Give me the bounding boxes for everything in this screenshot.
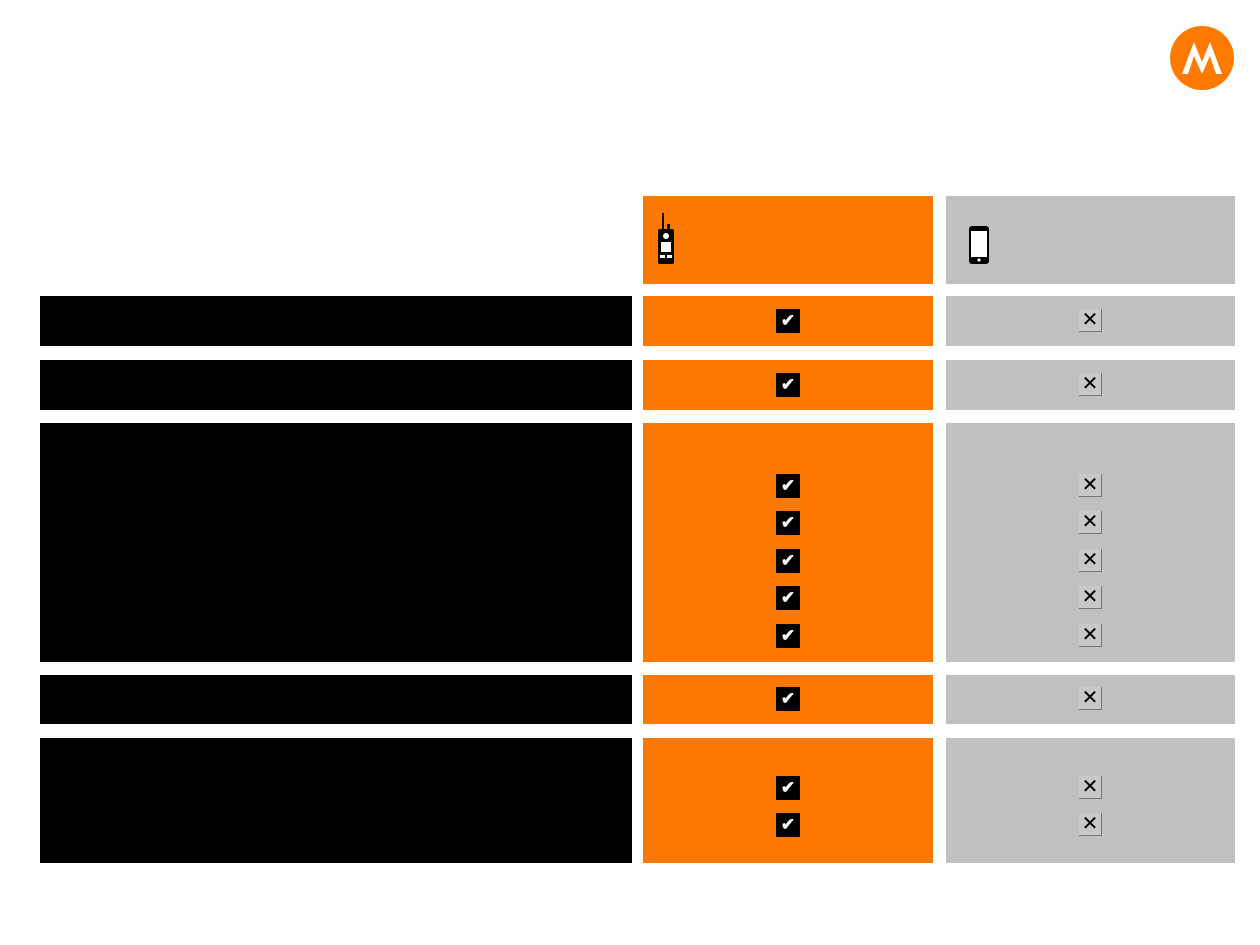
radio-cell bbox=[643, 423, 933, 662]
radio-cell bbox=[643, 738, 933, 863]
check-icon: ✔ bbox=[776, 813, 800, 837]
smartphone-icon bbox=[969, 226, 989, 264]
cross-icon: ✕ bbox=[1079, 586, 1102, 609]
cross-icon: ✕ bbox=[1079, 549, 1102, 572]
label-cell bbox=[40, 296, 632, 346]
check-icon: ✔ bbox=[776, 687, 800, 711]
check-icon: ✔ bbox=[776, 511, 800, 535]
cross-icon: ✕ bbox=[1079, 309, 1102, 332]
two-way-radio-icon bbox=[658, 213, 674, 264]
check-icon: ✔ bbox=[776, 373, 800, 397]
check-icon: ✔ bbox=[776, 474, 800, 498]
header-radio-column bbox=[643, 196, 933, 284]
check-icon: ✔ bbox=[776, 624, 800, 648]
check-icon: ✔ bbox=[776, 309, 800, 333]
cross-icon: ✕ bbox=[1079, 813, 1102, 836]
cross-icon: ✕ bbox=[1079, 373, 1102, 396]
label-cell bbox=[40, 423, 632, 662]
cross-icon: ✕ bbox=[1079, 687, 1102, 710]
smartphone-cell bbox=[946, 423, 1235, 662]
check-icon: ✔ bbox=[776, 776, 800, 800]
smartphone-cell bbox=[946, 738, 1235, 863]
label-cell bbox=[40, 675, 632, 724]
label-cell bbox=[40, 738, 632, 863]
check-icon: ✔ bbox=[776, 586, 800, 610]
cross-icon: ✕ bbox=[1079, 624, 1102, 647]
cross-icon: ✕ bbox=[1079, 474, 1102, 497]
label-cell bbox=[40, 360, 632, 410]
cross-icon: ✕ bbox=[1079, 776, 1102, 799]
motorola-logo bbox=[1170, 26, 1234, 90]
cross-icon: ✕ bbox=[1079, 511, 1102, 534]
check-icon: ✔ bbox=[776, 549, 800, 573]
header-smartphone-column bbox=[946, 196, 1235, 284]
